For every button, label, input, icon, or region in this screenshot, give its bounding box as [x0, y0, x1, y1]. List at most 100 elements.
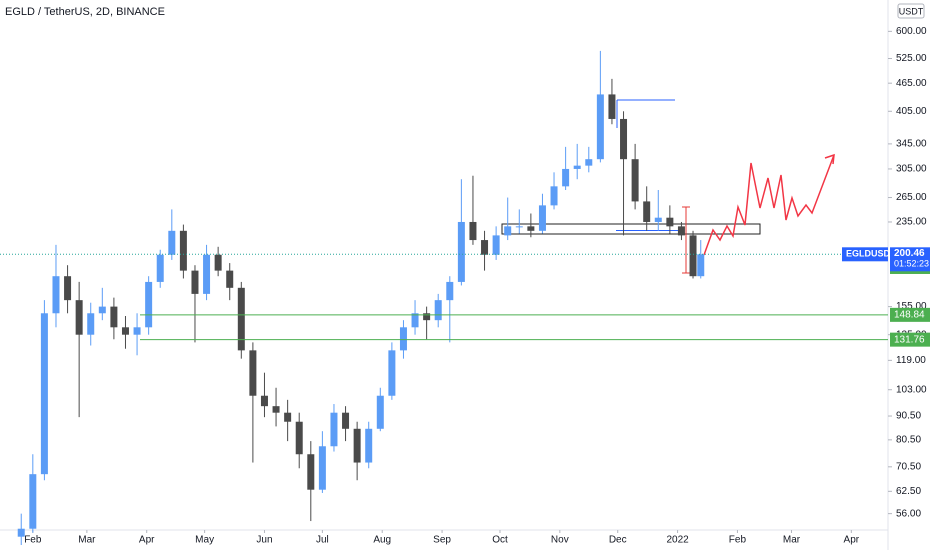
candle-body: [87, 313, 95, 335]
x-tick-label: Feb: [729, 535, 747, 546]
candle-body: [423, 313, 431, 321]
last-price-label: 200.46: [894, 248, 925, 259]
y-tick-label: 525.00: [896, 53, 927, 64]
candle-body: [168, 230, 176, 255]
y-tick-label: 70.50: [896, 461, 921, 472]
candle-body: [492, 235, 500, 255]
candle-body: [457, 221, 465, 282]
projection-arrow: [824, 153, 835, 165]
candle-body: [654, 217, 662, 222]
candle-body: [697, 254, 705, 277]
candle-body: [179, 230, 187, 271]
zone-rectangle: [501, 223, 761, 235]
candle-body: [596, 94, 604, 160]
x-tick-label: May: [195, 535, 214, 546]
candle-body: [156, 254, 164, 282]
x-tick-label: Feb: [24, 535, 42, 546]
x-tick-label: Mar: [783, 535, 801, 546]
candle-body: [481, 240, 489, 255]
candle-body: [376, 395, 384, 429]
projection-path: [703, 154, 835, 256]
candle-body: [260, 395, 268, 407]
candle-body: [585, 159, 593, 166]
candle-body: [133, 327, 141, 335]
candle-body: [515, 226, 523, 228]
candle-body: [550, 186, 558, 206]
candle-body: [98, 306, 106, 314]
candle-body: [608, 94, 616, 119]
chart-title: EGLD / TetherUS, 2D, BINANCE: [5, 6, 165, 18]
x-tick-label: Dec: [609, 535, 627, 546]
candle-body: [446, 281, 454, 301]
candle-body: [110, 306, 118, 328]
level-label-box: [890, 307, 930, 322]
y-tick-label: 235.00: [896, 217, 927, 228]
symbol-label-box: [842, 247, 888, 262]
y-tick-label: 155.00: [896, 301, 927, 312]
candle-body: [469, 221, 477, 241]
candle-body: [191, 270, 199, 294]
y-tick-label: 80.50: [896, 434, 921, 445]
x-tick-label: 2022: [666, 535, 689, 546]
y-tick-label: 465.00: [896, 78, 927, 89]
candle-body: [64, 276, 72, 301]
candle-body: [284, 412, 292, 422]
y-tick-label: 119.00: [896, 355, 926, 366]
candle-body: [295, 421, 303, 455]
candle-body: [527, 226, 535, 231]
currency-label[interactable]: USDT: [899, 6, 924, 16]
candle-body: [666, 217, 674, 227]
candle-body: [689, 235, 697, 277]
candle-body: [434, 300, 442, 321]
candle-body: [226, 270, 234, 288]
symbol-label: EGLDUSDT: [846, 249, 896, 259]
candle-body: [75, 300, 83, 335]
candle-body: [631, 159, 639, 202]
candle-body: [573, 165, 581, 169]
y-tick-label: 305.00: [896, 164, 927, 175]
candle-body: [17, 528, 25, 537]
candle-body: [145, 281, 153, 328]
y-tick-label: 345.00: [896, 139, 927, 150]
x-tick-label: Apr: [139, 535, 155, 546]
candle-body: [677, 226, 685, 236]
x-tick-label: Nov: [551, 535, 569, 546]
candle-body: [330, 412, 338, 447]
candle-body: [40, 313, 48, 475]
candle-body: [214, 254, 222, 271]
candle-body: [538, 205, 546, 231]
y-tick-label: 405.00: [896, 106, 927, 117]
level-label: 148.84: [894, 309, 925, 320]
x-tick-label: Sep: [433, 535, 451, 546]
currency-box[interactable]: [897, 3, 925, 19]
y-tick-label: 600.00: [896, 26, 927, 37]
candle-body: [29, 474, 37, 529]
level-label-box: [890, 332, 930, 347]
candle-body: [52, 276, 60, 314]
candle-body: [365, 428, 373, 463]
candle-body: [342, 412, 350, 429]
y-tick-label: 62.50: [896, 486, 921, 497]
level-label: 131.76: [894, 334, 925, 345]
candle-body: [388, 350, 396, 396]
candle-body: [504, 226, 512, 236]
x-tick-label: Jul: [316, 535, 329, 546]
bracket: [682, 206, 690, 274]
candle-body: [307, 454, 315, 490]
y-tick-label: 103.00: [896, 384, 927, 395]
candle-body: [121, 327, 129, 335]
candle-body: [203, 254, 211, 294]
candle-body: [399, 327, 407, 351]
zone-line: [616, 230, 684, 231]
y-tick-label: 56.00: [896, 508, 921, 519]
x-tick-label: Oct: [492, 535, 508, 546]
candle-body: [620, 118, 628, 160]
candle-body: [643, 201, 651, 222]
candle-body: [318, 446, 326, 490]
x-tick-label: Apr: [844, 535, 860, 546]
countdown-label: 01:52:23: [894, 259, 929, 269]
candle-body: [353, 428, 361, 463]
y-tick-label: 90.50: [896, 411, 921, 422]
candle-body: [411, 313, 419, 328]
